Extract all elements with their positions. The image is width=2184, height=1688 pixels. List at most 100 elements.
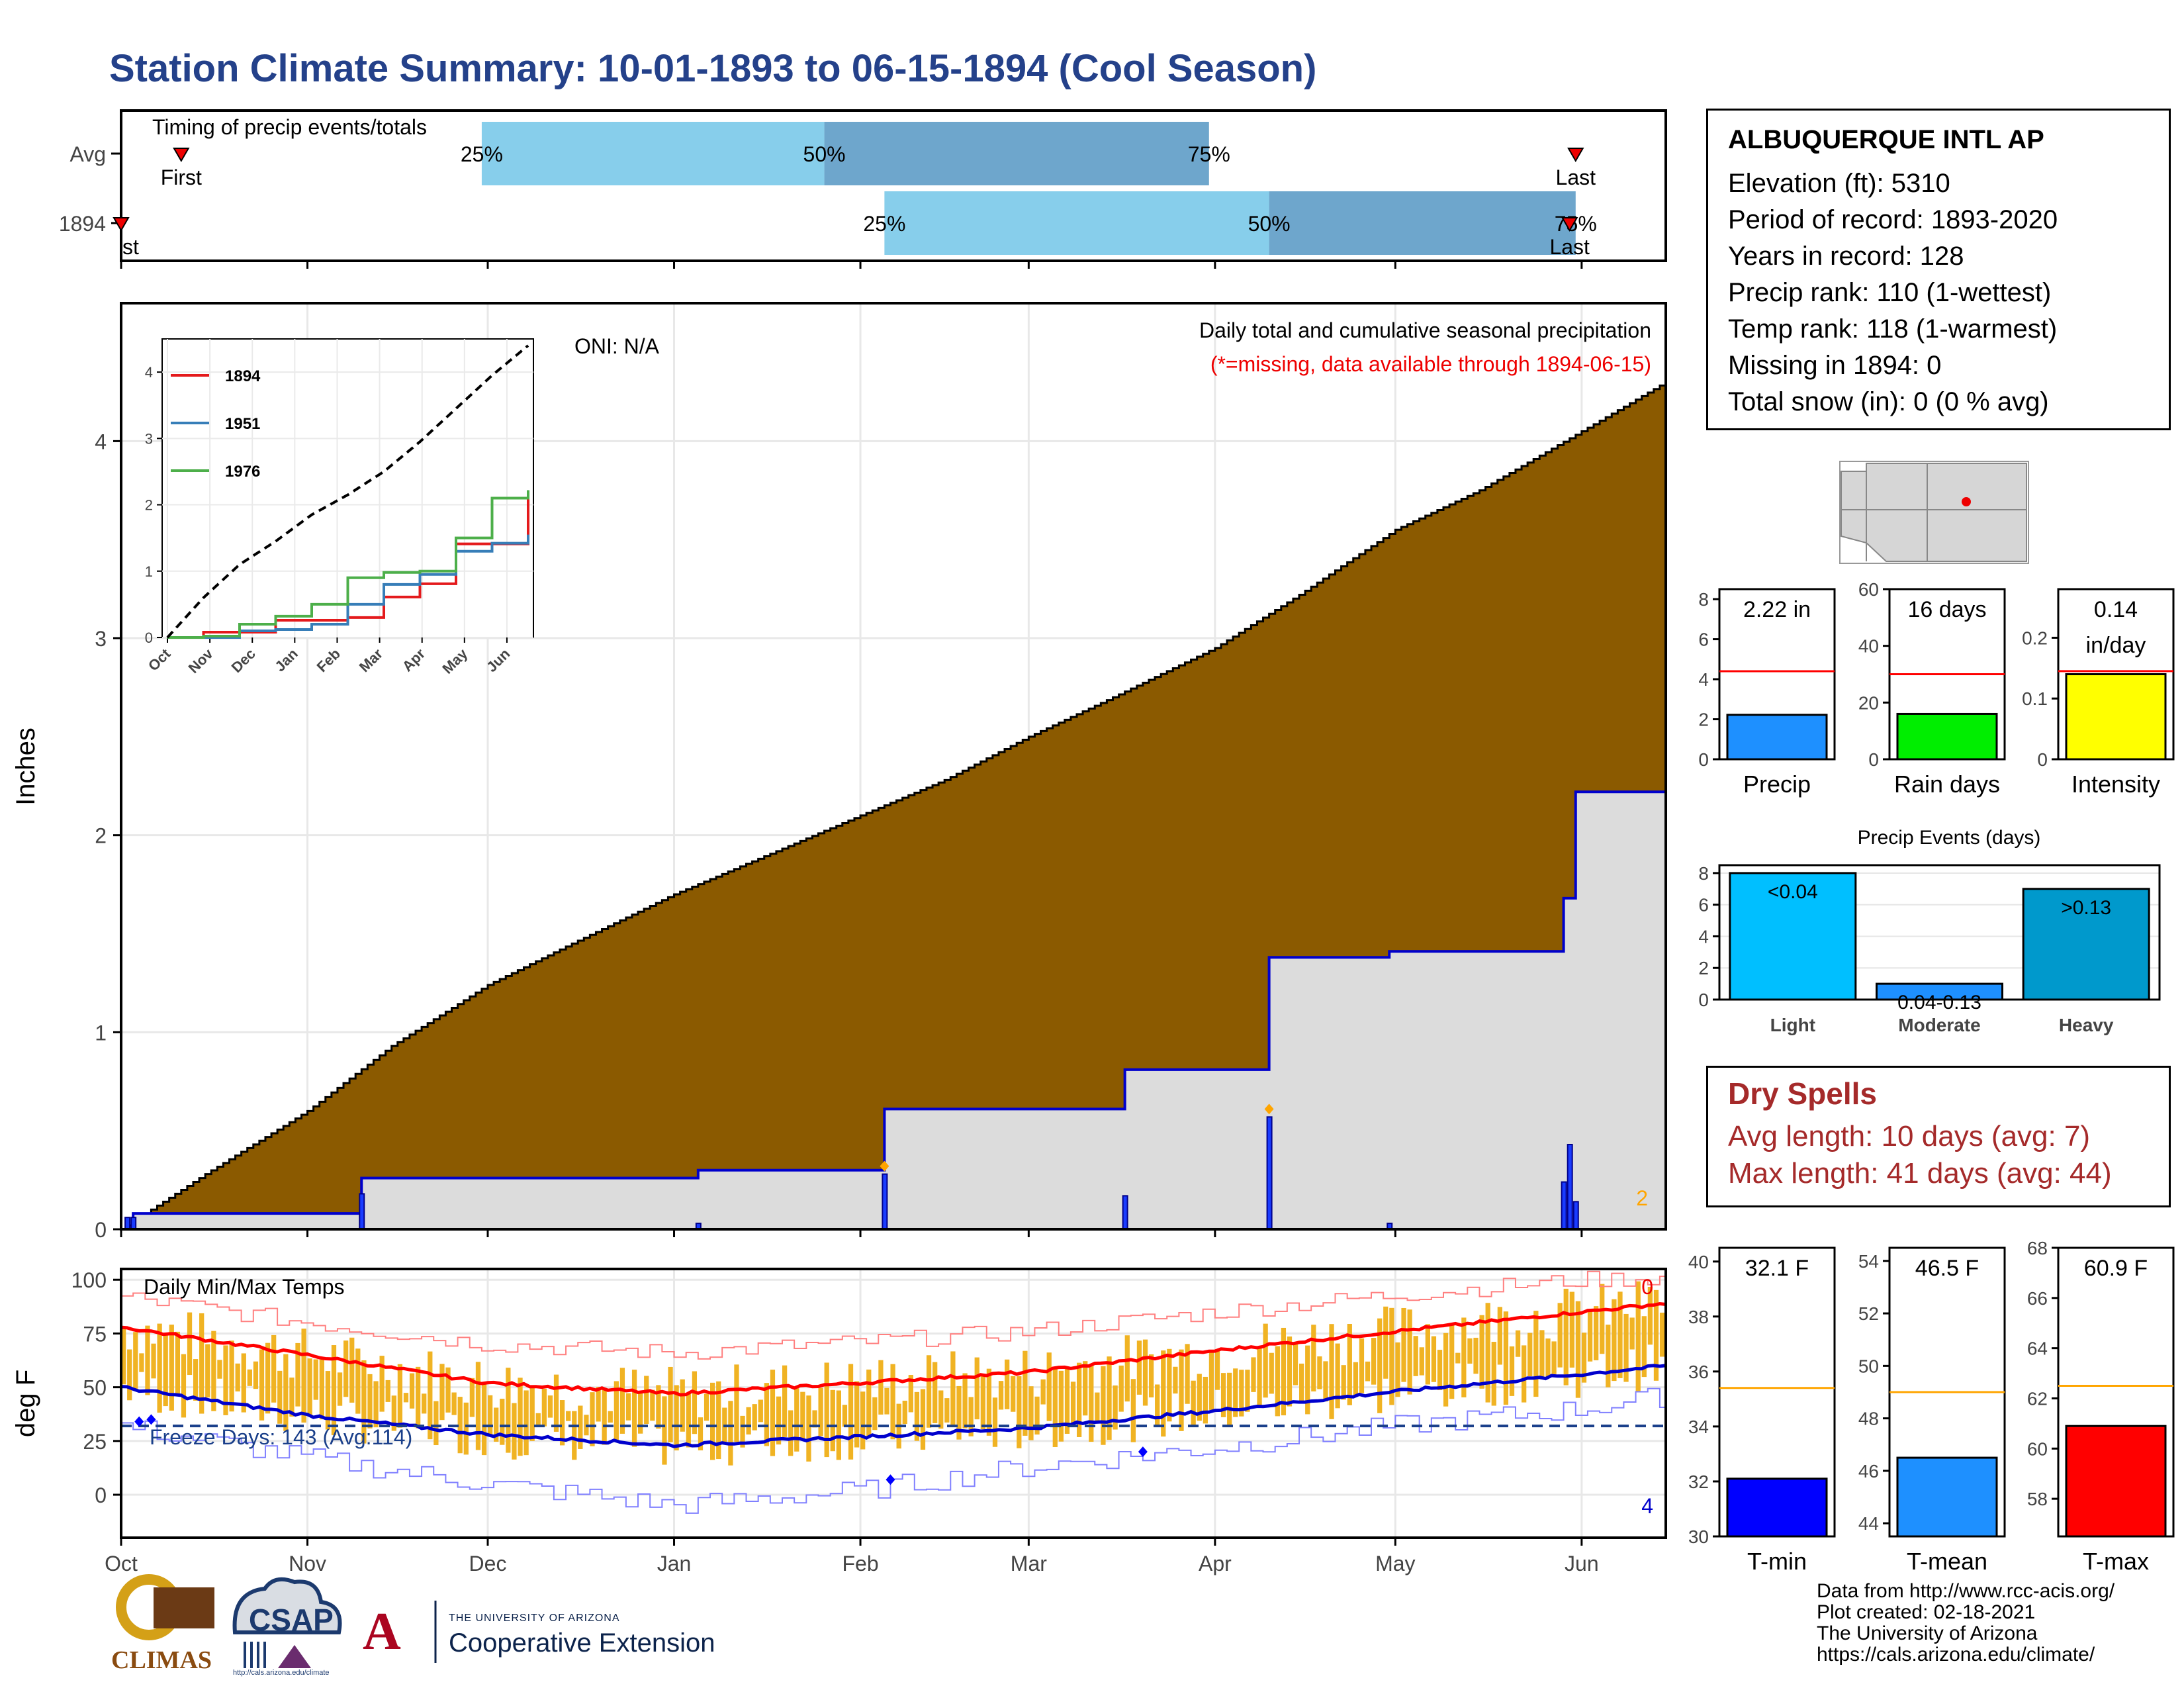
tmax-y-tick-label: 60 <box>2027 1438 2048 1459</box>
csap-cloud-icon <box>232 1577 342 1634</box>
average-tmax-line <box>120 1301 1666 1397</box>
daily-temp-bar <box>1653 1289 1659 1381</box>
daily-temp-bar <box>1233 1368 1238 1417</box>
station-info-line: Years in record: 128 <box>1728 242 1964 271</box>
daily-temp-bar <box>541 1388 547 1427</box>
daily-temp-bar <box>1113 1385 1118 1430</box>
daily-temp-bar <box>1365 1361 1371 1382</box>
daily-temp-bar <box>1208 1351 1214 1410</box>
timing-q25-label: 25% <box>461 142 503 166</box>
temp-panel-frame <box>120 1268 1667 1539</box>
daily-temp-bar <box>487 1395 493 1435</box>
record-low-line <box>121 1387 1666 1514</box>
daily-precip-bar <box>1122 1195 1128 1230</box>
daily-temp-bar <box>1005 1359 1010 1409</box>
daily-temp-bar <box>1287 1336 1293 1407</box>
daily-temp-bar <box>1028 1386 1034 1440</box>
daily-temp-bar <box>968 1397 974 1436</box>
station-location-marker <box>1962 497 1971 506</box>
last-event-marker <box>1567 148 1584 162</box>
daily-temp-bar <box>758 1399 763 1423</box>
daily-temp-bar <box>1497 1307 1502 1365</box>
daily-temp-bar <box>1130 1379 1136 1442</box>
credit-line: Plot created: 02-18-2021 <box>1817 1601 2036 1623</box>
daily-temp-bar <box>1395 1342 1400 1397</box>
intensity-y-tick-label: 0.1 <box>2022 688 2048 709</box>
daily-precip-bar <box>1572 1201 1579 1230</box>
region-map <box>1841 463 2027 562</box>
daily-temp-bar <box>481 1382 487 1456</box>
daily-temp-bar <box>1311 1325 1316 1391</box>
precip-subtitle: Daily total and cumulative seasonal prec… <box>1199 318 1651 342</box>
month-tick-label: Jan <box>657 1552 692 1575</box>
daily-temp-bar <box>535 1413 541 1425</box>
daily-temp-bar <box>1275 1346 1280 1417</box>
daily-temp-bar <box>463 1402 469 1455</box>
daily-temp-bar <box>1522 1345 1527 1403</box>
daily-temp-bar <box>1437 1350 1443 1391</box>
daily-temp-bar <box>1401 1307 1406 1382</box>
last-event-label: Last <box>1549 235 1590 259</box>
station-info-line: Period of record: 1893-2020 <box>1728 205 2058 234</box>
tmean-y-tick-label: 50 <box>1858 1356 1879 1376</box>
precip-events-y-tick-label: 2 <box>1698 958 1709 978</box>
daily-temp-bar <box>974 1357 979 1420</box>
daily-temp-bar <box>1070 1382 1076 1423</box>
inset-legend-label: 1976 <box>225 463 260 481</box>
observed-cumulative-precip-area <box>121 792 1666 1229</box>
daily-temp-bar <box>1539 1330 1545 1380</box>
tmax-y-tick-label: 58 <box>2027 1489 2048 1509</box>
daily-temp-bar <box>1623 1313 1629 1382</box>
precip-events-frame <box>1718 864 2161 1001</box>
inset-legend-label: 1894 <box>225 367 261 385</box>
daily-temp-bar <box>277 1370 283 1424</box>
daily-temp-bar <box>553 1374 559 1432</box>
temp-y-tick-label: 75 <box>83 1322 107 1346</box>
daily-temp-bar <box>319 1359 324 1420</box>
daily-temp-bar <box>547 1395 553 1418</box>
daily-temp-bar <box>559 1400 565 1446</box>
daily-temp-bar <box>1353 1362 1359 1397</box>
precip-event-bar <box>1729 872 1857 1001</box>
daily-temp-bar <box>1040 1379 1046 1405</box>
precip-event-bar-label: <0.04 <box>1768 881 1818 903</box>
station-info-line: Temp rank: 118 (1-warmest) <box>1728 314 2058 344</box>
rain-days-y-tick-label: 20 <box>1858 692 1879 713</box>
inset-y-tick-label: 4 <box>145 364 153 381</box>
tmin-y-tick-label: 40 <box>1688 1252 1709 1272</box>
daily-temp-bar <box>1479 1315 1484 1389</box>
first-event-marker <box>113 217 130 232</box>
tmean-bar <box>1896 1456 1998 1538</box>
daily-temp-bar <box>151 1343 156 1379</box>
daily-temp-bar <box>163 1333 168 1407</box>
daily-temp-bar <box>1449 1325 1455 1399</box>
daily-temp-bar <box>668 1366 673 1442</box>
daily-temp-bar <box>662 1396 667 1465</box>
station-name: ALBUQUERQUE INTL AP <box>1728 125 2044 154</box>
daily-temp-bar <box>860 1391 866 1450</box>
timing-row-label: Avg <box>69 142 106 166</box>
daily-temp-bar <box>416 1366 421 1429</box>
daily-temp-bar <box>145 1325 150 1395</box>
daily-temp-bar <box>259 1349 265 1421</box>
intensity-unit-label: in/day <box>2086 633 2146 658</box>
daily-temp-bar <box>1431 1336 1437 1382</box>
daily-temp-bar <box>1161 1350 1166 1437</box>
daily-temp-bar <box>770 1370 776 1456</box>
daily-temp-bar <box>301 1329 306 1423</box>
daily-temp-bar <box>1191 1380 1196 1425</box>
daily-temp-bar <box>265 1342 271 1414</box>
daily-temp-bar <box>746 1407 751 1435</box>
record-low-marker <box>886 1474 895 1485</box>
daily-temp-bar <box>608 1411 613 1423</box>
climas-logo-text: CLIMAS <box>111 1646 212 1674</box>
credit-line: Data from http://www.rcc-acis.org/ <box>1817 1580 2115 1602</box>
page-title: Station Climate Summary: 10-01-1893 to 0… <box>109 47 1317 90</box>
tmean-y-tick-label: 48 <box>1858 1409 1879 1429</box>
daily-temp-bar <box>506 1368 511 1453</box>
daily-temp-bar <box>1443 1333 1449 1407</box>
precip-event-category-label: Light <box>1770 1015 1815 1035</box>
daily-temp-bar <box>619 1368 625 1434</box>
precip-y-tick-label: 0 <box>95 1218 107 1242</box>
credit-line: https://cals.arizona.edu/climate/ <box>1817 1644 2095 1665</box>
